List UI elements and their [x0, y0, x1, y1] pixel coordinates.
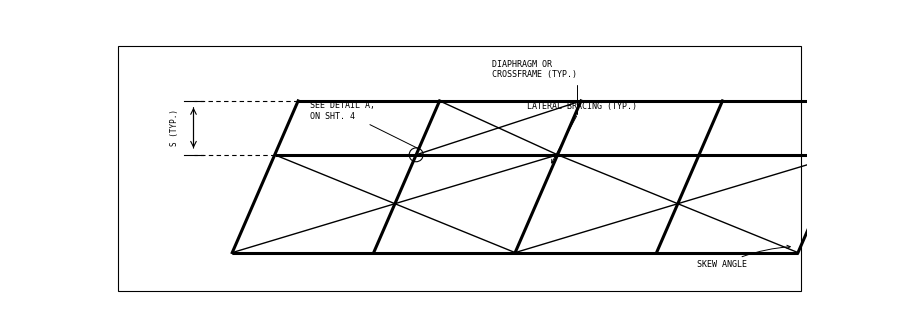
Text: S (TYP.): S (TYP.) [170, 109, 179, 146]
Text: DIAPHRAGM OR
CROSSFRAME (TYP.): DIAPHRAGM OR CROSSFRAME (TYP.) [492, 60, 577, 114]
Text: SKEW ANGLE: SKEW ANGLE [697, 245, 790, 270]
Text: LATERAL BRACING (TYP.): LATERAL BRACING (TYP.) [527, 102, 637, 163]
Text: SEE DETAIL A,
ON SHT. 4: SEE DETAIL A, ON SHT. 4 [309, 101, 419, 149]
